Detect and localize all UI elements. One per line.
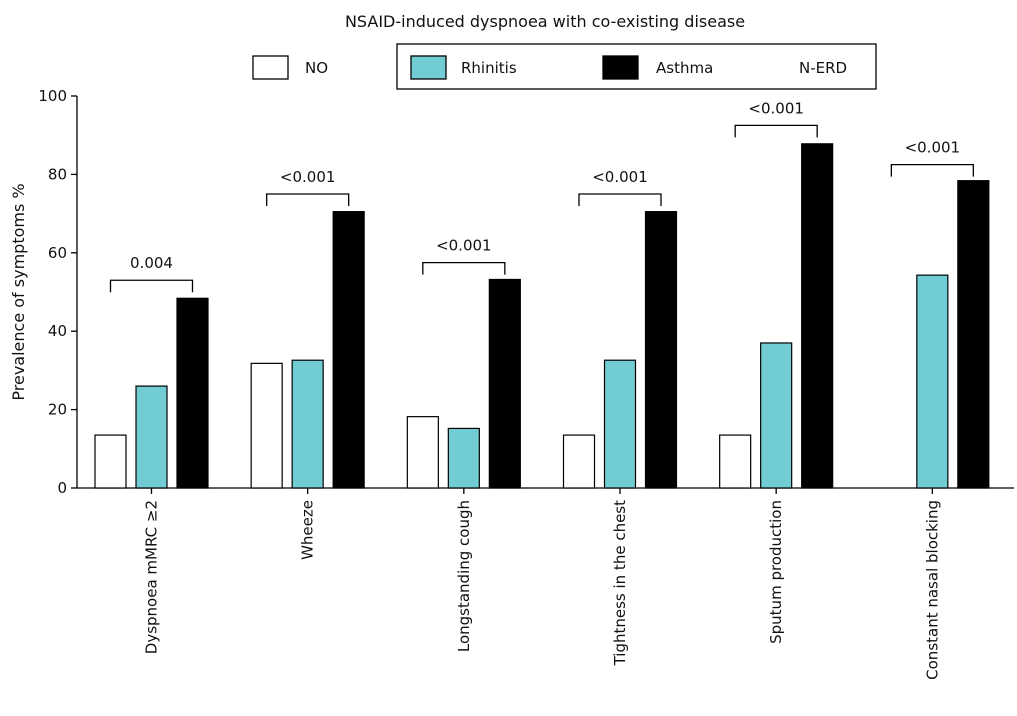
bar-rhinitis <box>760 342 793 489</box>
legend-box <box>396 43 877 90</box>
significance-bracket <box>578 193 662 206</box>
category-labels: Dyspnoea mMRC ≥2 Wheeze Longstanding cough… <box>143 500 942 680</box>
bar-asthma <box>332 211 365 489</box>
p-value-label: <0.001 <box>436 237 492 255</box>
bar-rhinitis <box>291 359 324 489</box>
category-label: Wheeze <box>299 500 317 560</box>
y-tick-label: 100 <box>38 87 67 105</box>
bar-asthma <box>801 143 834 489</box>
y-tick-label: 60 <box>48 244 67 262</box>
p-value-annotations: 0.004 <0.001 <0.001 <0.001 <0.001 <0.001 <box>109 99 974 293</box>
bar-no <box>94 434 127 489</box>
significance-bracket <box>734 124 818 138</box>
p-value-label: <0.001 <box>748 99 804 117</box>
chart-title: NSAID-induced dyspnoea with co-existing … <box>345 12 745 31</box>
bar-rhinitis <box>135 385 168 489</box>
significance-bracket <box>890 163 974 177</box>
y-tick-label: 0 <box>57 479 67 497</box>
category-label: Tightness in the chest <box>611 500 629 667</box>
y-axis-title: Prevalence of symptoms % <box>9 183 28 400</box>
category-label: Sputum production <box>767 500 785 644</box>
bar-no <box>406 416 439 489</box>
bar-rhinitis <box>916 274 949 489</box>
legend-label-no: NO <box>305 59 328 77</box>
bar-asthma <box>176 297 209 489</box>
y-tick-label: 40 <box>48 322 67 340</box>
bar-asthma <box>644 211 678 489</box>
significance-bracket <box>109 279 194 293</box>
bar-rhinitis <box>603 359 637 489</box>
bar-no <box>562 434 596 489</box>
p-value-label: 0.004 <box>130 254 173 272</box>
bars <box>94 143 990 489</box>
category-label: Constant nasal blocking <box>923 500 941 680</box>
y-tick-label: 20 <box>48 401 67 419</box>
bar-no <box>250 362 283 489</box>
bar-asthma <box>488 278 521 489</box>
bar-rhinitis <box>447 427 480 489</box>
category-label: Dyspnoea mMRC ≥2 <box>143 500 161 654</box>
bar-no <box>719 434 752 489</box>
significance-bracket <box>266 193 350 206</box>
legend-label-nerd: N-ERD <box>799 59 847 77</box>
p-value-label: <0.001 <box>592 168 648 186</box>
legend-label-asthma: Asthma <box>656 59 713 77</box>
significance-bracket <box>422 261 506 275</box>
p-value-label: <0.001 <box>905 139 961 157</box>
legend-swatch-asthma <box>602 55 639 80</box>
legend-label-rhinitis: Rhinitis <box>461 59 517 77</box>
category-label: Longstanding cough <box>455 500 473 652</box>
bar-asthma <box>957 180 990 489</box>
y-tick-label: 80 <box>48 165 67 183</box>
legend-swatch-rhinitis <box>410 55 447 80</box>
legend-swatch-no <box>252 55 289 80</box>
legend: NO Rhinitis Asthma N-ERD <box>252 43 877 90</box>
axes: 0 20 40 60 80 100 <box>38 87 1014 497</box>
p-value-label: <0.001 <box>280 168 336 186</box>
